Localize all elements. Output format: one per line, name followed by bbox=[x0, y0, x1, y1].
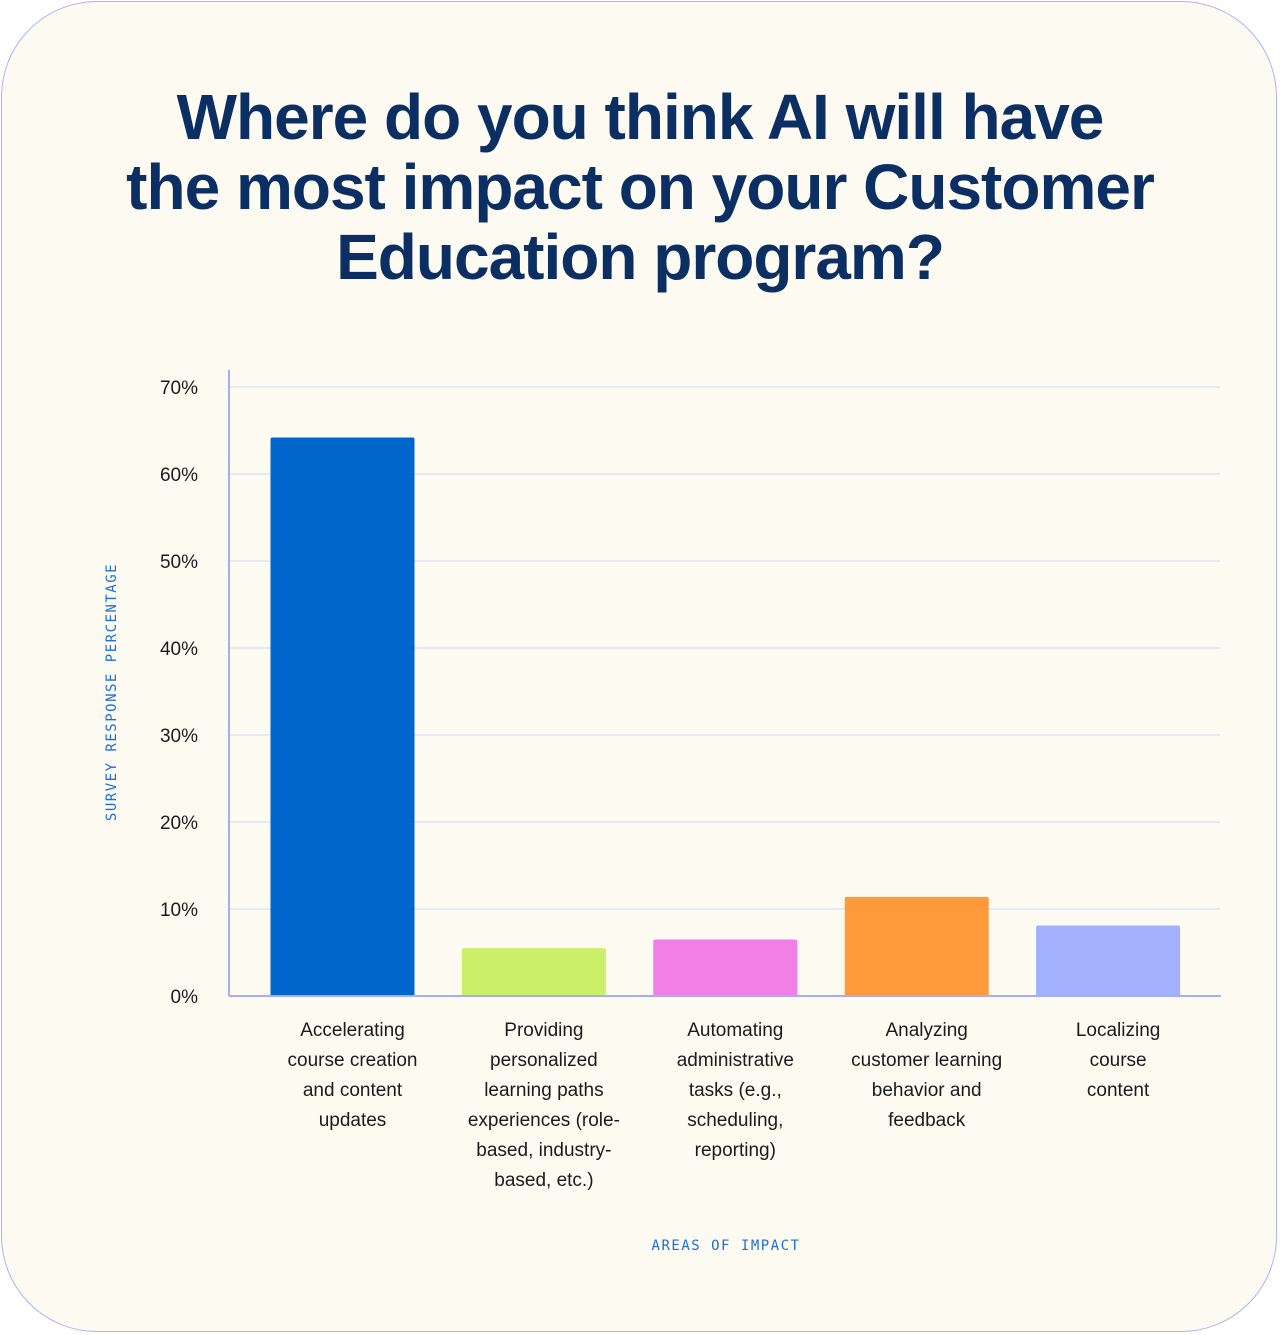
y-tick-label: 0% bbox=[171, 987, 199, 1008]
y-tick-label: 70% bbox=[160, 378, 198, 399]
category-label-line: course bbox=[1089, 1050, 1147, 1071]
title-line: the most impact on your Customer bbox=[126, 151, 1155, 223]
category-label: Automating administrative tasks (e.g., sche… bbox=[650, 1016, 820, 1166]
category-label-line: customer learning bbox=[851, 1050, 1003, 1071]
bar bbox=[653, 939, 798, 996]
category-label-line: Localizing bbox=[1075, 1020, 1161, 1041]
bar bbox=[1036, 925, 1181, 996]
category-label-line: Accelerating bbox=[300, 1020, 405, 1041]
category-label: Providing personalized learning paths exper… bbox=[459, 1016, 629, 1196]
category-label-line: and content bbox=[302, 1080, 403, 1101]
category-label-line: administrative bbox=[676, 1050, 794, 1071]
category-label-line: Analyzing bbox=[885, 1020, 968, 1041]
category-label-line: Automating bbox=[687, 1020, 784, 1041]
bar bbox=[461, 948, 606, 996]
category-label: Accelerating course creation and content up… bbox=[268, 1016, 438, 1136]
category-label-line: feedback bbox=[888, 1110, 966, 1131]
bar bbox=[844, 896, 989, 996]
category-label-line: based, industry- bbox=[476, 1140, 612, 1161]
category-label-line: reporting) bbox=[694, 1140, 776, 1161]
category-label-line: behavior and bbox=[871, 1080, 982, 1101]
category-label-line: scheduling, bbox=[687, 1110, 784, 1131]
category-label: Analyzing customer learning behavior and fe… bbox=[842, 1016, 1012, 1136]
category-label-line: content bbox=[1086, 1080, 1150, 1101]
y-tick-label: 40% bbox=[160, 639, 198, 660]
bar bbox=[270, 437, 415, 997]
category-label-line: course creation bbox=[287, 1050, 418, 1071]
y-tick-label: 10% bbox=[160, 900, 198, 921]
y-axis-label: SURVEY RESPONSE PERCENTAGE bbox=[104, 562, 120, 822]
x-axis-label: AREAS OF IMPACT bbox=[651, 1238, 801, 1254]
y-tick-label: 20% bbox=[160, 813, 198, 834]
category-label: Localizing course content bbox=[1033, 1016, 1203, 1106]
title-line: Where do you think AI will have bbox=[176, 81, 1105, 153]
chart-title: Where do you think AI will have the most… bbox=[100, 82, 1180, 292]
y-tick-label: 60% bbox=[160, 465, 198, 486]
category-label-line: experiences (role- bbox=[467, 1110, 620, 1131]
title-line: Education program? bbox=[336, 221, 945, 293]
y-tick-label: 50% bbox=[160, 552, 198, 573]
category-label-line: learning paths bbox=[484, 1080, 604, 1101]
category-label-line: updates bbox=[318, 1110, 387, 1131]
category-label-line: Providing bbox=[504, 1020, 584, 1041]
y-tick-label: 30% bbox=[160, 726, 198, 747]
category-label-line: tasks (e.g., bbox=[688, 1080, 782, 1101]
category-label-line: personalized bbox=[490, 1050, 598, 1071]
category-label-line: based, etc.) bbox=[494, 1170, 594, 1191]
